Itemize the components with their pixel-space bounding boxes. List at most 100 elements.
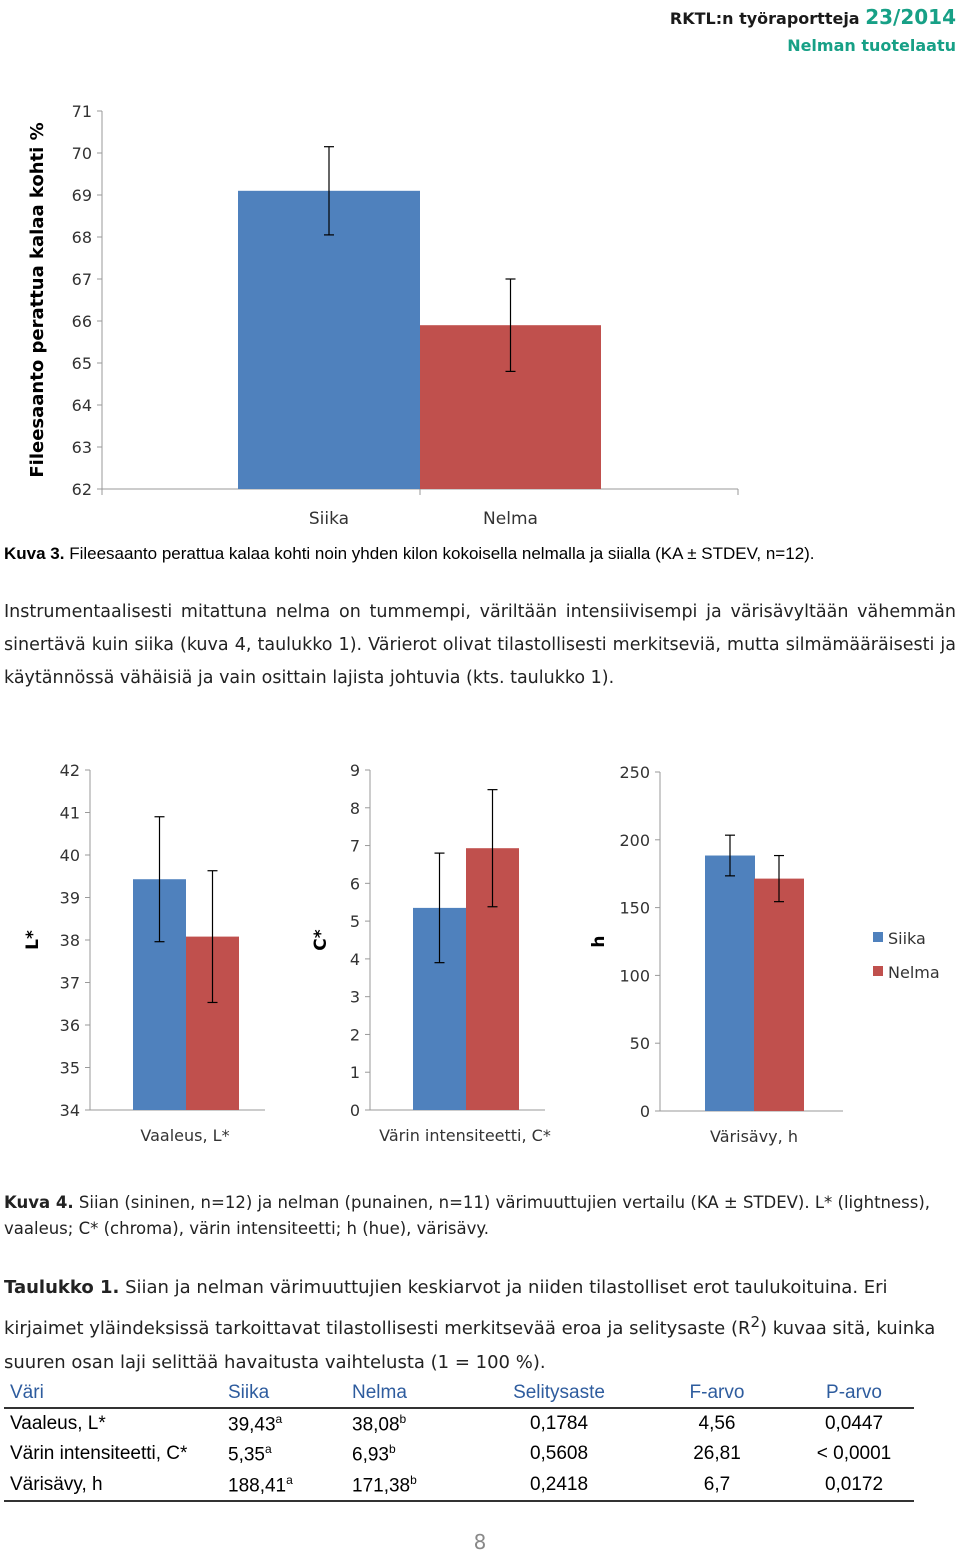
y-tick-label: 34 (60, 1101, 80, 1120)
cell-nelma: 38,08b (352, 1412, 407, 1436)
col-header-f-arvo: F-arvo (640, 1379, 794, 1409)
cell-siika: 39,43a (228, 1412, 283, 1436)
cell-p-arvo: 0,0447 (824, 1413, 884, 1435)
cell-siika: 5,35a (228, 1442, 272, 1466)
y-tick-label: 8 (350, 799, 360, 818)
y-tick-label: 39 (60, 889, 80, 908)
y-axis-label: C* (311, 929, 331, 950)
y-tick-label: 250 (619, 763, 650, 782)
bar-siika (705, 855, 755, 1111)
legend-label-siika: Siika (888, 929, 926, 948)
y-tick-label: 69 (72, 186, 92, 205)
y-tick-label: 63 (72, 438, 92, 457)
table-caption-text-a: Siian ja nelman värimuuttujien keskiarvo… (4, 1277, 888, 1339)
report-number: 23/2014 (865, 5, 956, 29)
legend-label-nelma: Nelma (888, 963, 940, 982)
y-tick-label: 9 (350, 761, 360, 780)
figure-3-text: Fileesaanto perattua kalaa kohti noin yh… (64, 544, 815, 563)
bar-nelma (754, 878, 804, 1111)
cell-f-arvo: 4,56 (698, 1413, 736, 1435)
y-tick-label: 38 (60, 931, 80, 950)
legend-swatch-siika (873, 932, 883, 942)
y-tick-label: 65 (72, 354, 92, 373)
cell-vari: Värin intensiteetti, C* (10, 1443, 188, 1465)
x-axis-label: Värisävy, h (710, 1127, 798, 1146)
table-label: Taulukko 1. (4, 1277, 120, 1298)
report-series: RKTL:n työraportteja 23/2014 (670, 4, 956, 32)
y-tick-label: 3 (350, 988, 360, 1007)
y-tick-label: 40 (60, 846, 80, 865)
legend-swatch-nelma (873, 966, 883, 976)
cell-selitysaste: 0,1784 (529, 1413, 589, 1435)
page-header: RKTL:n työraportteja 23/2014 Nelman tuot… (670, 4, 956, 59)
y-tick-label: 35 (60, 1059, 80, 1078)
y-tick-label: 50 (630, 1034, 650, 1053)
y-tick-label: 0 (350, 1101, 360, 1120)
cell-selitysaste: 0,5608 (529, 1443, 589, 1465)
figure-3-label: Kuva 3. (4, 544, 65, 563)
cell-p-arvo: < 0,0001 (816, 1443, 892, 1465)
table-row: Värin intensiteetti, C* 5,35a 6,93b 0,56… (4, 1439, 914, 1469)
table-row: Vaaleus, L* 39,43a 38,08b 0,1784 4,56 0,… (4, 1408, 914, 1439)
y-tick-label: 71 (72, 102, 92, 121)
bar-siika (238, 190, 420, 490)
y-tick-label: 36 (60, 1016, 80, 1035)
x-category-label: Siika (309, 509, 349, 529)
y-tick-label: 2 (350, 1025, 360, 1044)
cell-f-arvo: 26,81 (693, 1443, 741, 1465)
y-tick-label: 42 (60, 761, 80, 780)
body-paragraph: Instrumentaalisesti mitattuna nelma on t… (4, 602, 956, 688)
x-axis-label: Värin intensiteetti, C* (379, 1126, 551, 1145)
y-tick-label: 66 (72, 312, 92, 331)
cell-nelma: 6,93b (352, 1442, 396, 1466)
report-prefix: RKTL:n työraportteja (669, 9, 860, 28)
y-tick-label: 6 (350, 874, 360, 893)
report-subtitle: Nelman tuotelaatu (787, 36, 956, 55)
y-tick-label: 200 (619, 831, 650, 850)
col-header-siika: Siika (222, 1379, 346, 1409)
figure-3-caption: Kuva 3. Fileesaanto perattua kalaa kohti… (4, 541, 956, 567)
y-tick-label: 37 (60, 974, 80, 993)
y-tick-label: 100 (619, 966, 650, 985)
page-number: 8 (473, 1530, 487, 1554)
y-tick-label: 4 (350, 950, 360, 969)
cell-f-arvo: 6,7 (640, 1469, 794, 1502)
figure-4-text: Siian (sininen, n=12) ja nelman (punaine… (4, 1193, 931, 1238)
y-tick-label: 62 (72, 480, 92, 499)
cell-vari: Vaaleus, L* (10, 1413, 106, 1435)
col-header-vari: Väri (4, 1379, 222, 1409)
table-row: Värisävy, h 188,41a 171,38b 0,2418 6,7 0… (4, 1469, 914, 1502)
table-caption-sup: 2 (750, 1313, 761, 1331)
y-axis-label: h (589, 935, 609, 947)
y-tick-label: 70 (72, 144, 92, 163)
cell-siika: 188,41a (222, 1469, 346, 1502)
y-tick-label: 5 (350, 912, 360, 931)
x-category-label: Nelma (483, 509, 538, 529)
y-axis-label: Fileesaanto perattua kalaa kohti % (27, 122, 48, 477)
y-tick-label: 67 (72, 270, 92, 289)
cell-selitysaste: 0,2418 (478, 1469, 640, 1502)
y-tick-label: 64 (72, 396, 92, 415)
x-axis-label: Vaaleus, L* (140, 1126, 229, 1145)
results-table: Väri Siika Nelma Selitysaste F-arvo P-ar… (4, 1379, 914, 1502)
col-header-selitysaste: Selitysaste (478, 1379, 640, 1409)
cell-nelma: 171,38b (346, 1469, 478, 1502)
y-tick-label: 7 (350, 837, 360, 856)
col-header-nelma: Nelma (346, 1379, 478, 1409)
figure-4-label: Kuva 4. (4, 1193, 74, 1212)
table-header-row: Väri Siika Nelma Selitysaste F-arvo P-ar… (4, 1379, 914, 1409)
y-tick-label: 1 (350, 1063, 360, 1082)
y-axis-label: L* (23, 930, 43, 950)
figure-4-caption: Kuva 4. Siian (sininen, n=12) ja nelman … (4, 1190, 956, 1242)
col-header-p-arvo: P-arvo (794, 1379, 914, 1409)
y-tick-label: 41 (60, 804, 80, 823)
figure-3-chart: 62 63 64 65 66 67 68 69 70 71 Fileesaanto perattua… (27, 102, 739, 529)
cell-p-arvo: 0,0172 (794, 1469, 914, 1502)
table-caption: Taulukko 1. Siian ja nelman värimuuttuji… (4, 1271, 956, 1380)
y-tick-label: 0 (640, 1102, 650, 1121)
cell-vari: Värisävy, h (4, 1469, 222, 1502)
y-tick-label: 150 (619, 899, 650, 918)
table-caption-text-b: ) kuvaa sitä, kuinka suuren osan laji se… (4, 1318, 936, 1373)
y-tick-label: 68 (72, 228, 92, 247)
